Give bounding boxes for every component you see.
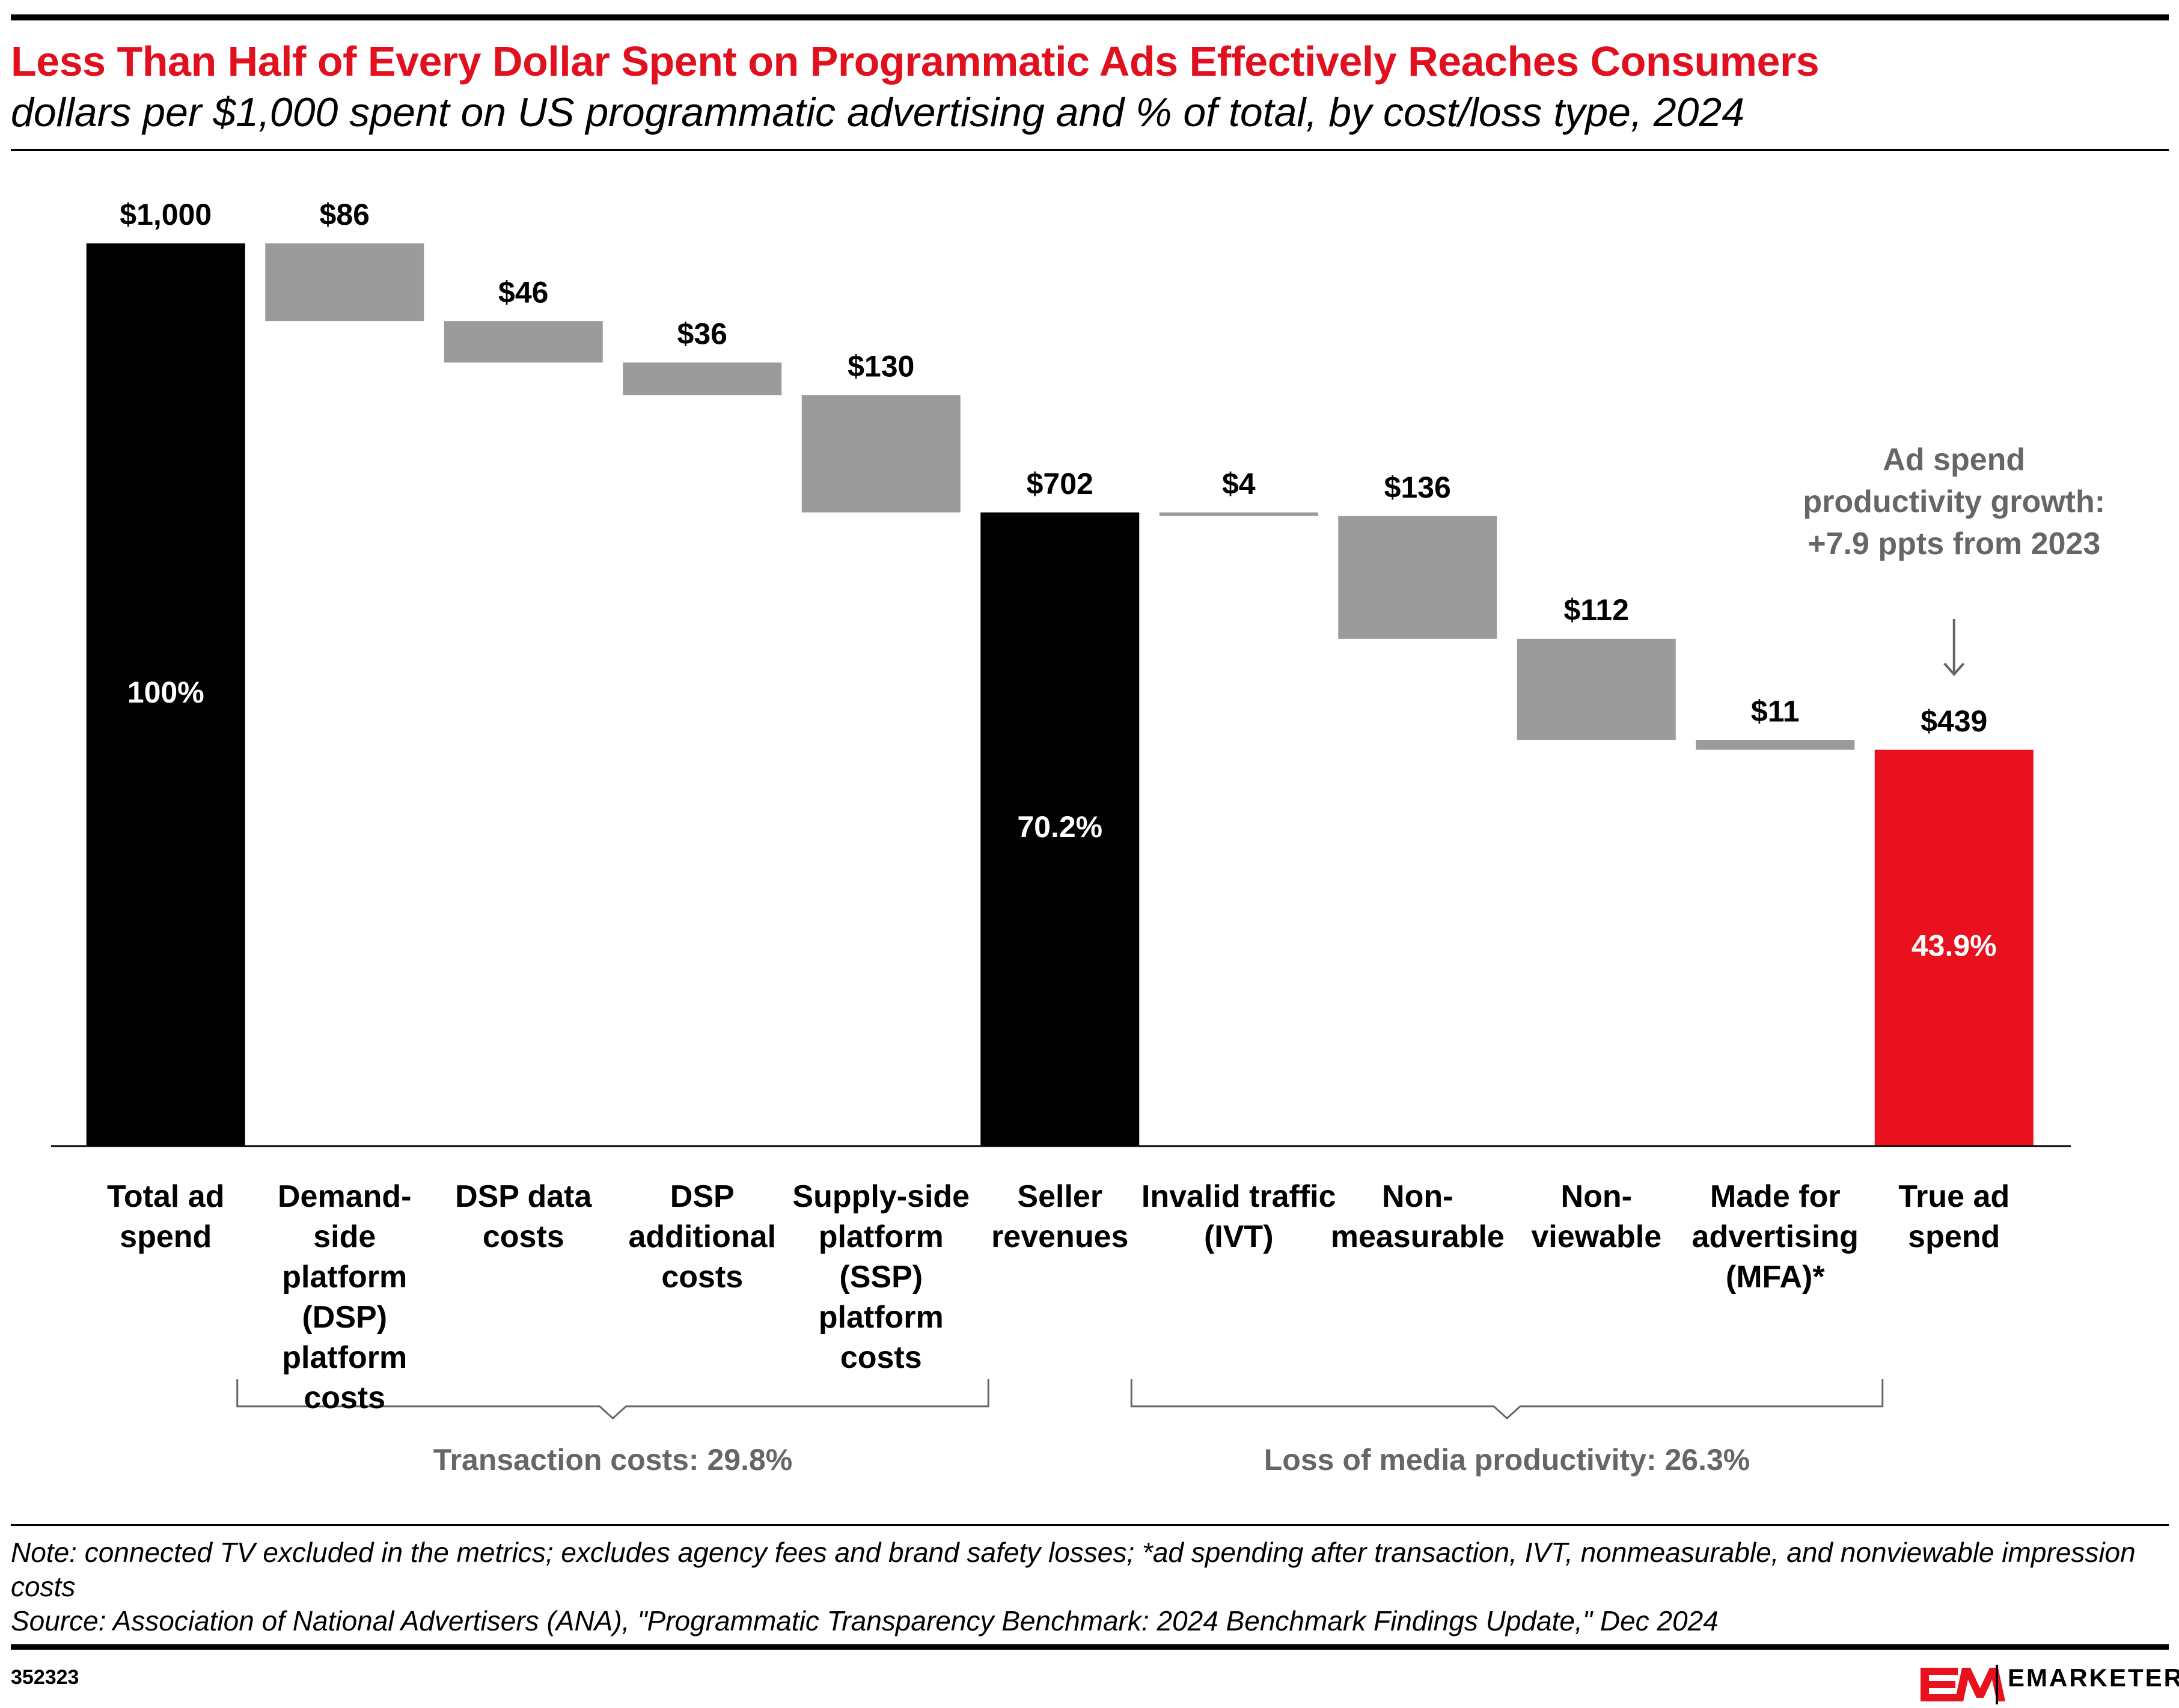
bar xyxy=(265,243,424,322)
bar xyxy=(444,321,603,363)
logo xyxy=(1921,1665,2005,1704)
chart-title: Less Than Half of Every Dollar Spent on … xyxy=(11,38,1820,85)
annotation: Ad spend productivity growth: +7.9 ppts … xyxy=(1803,442,2106,561)
value-label: $130 xyxy=(848,350,914,383)
top-rule xyxy=(11,14,2169,20)
bar xyxy=(1159,512,1318,516)
share-label: 70.2% xyxy=(1017,810,1102,844)
brand: EMARKETER xyxy=(2008,1664,2179,1692)
x-tick-label: Supply-side platform (SSP) platform cost… xyxy=(792,1179,970,1375)
group-bracket xyxy=(236,1379,989,1420)
group-label: Loss of media productivity: 26.3% xyxy=(1264,1443,1750,1477)
footer-rule xyxy=(11,1524,2169,1526)
bottom-rule xyxy=(11,1644,2169,1650)
chart-subtitle: dollars per $1,000 spent on US programma… xyxy=(11,90,1745,135)
x-tick-label: Non-viewable xyxy=(1531,1179,1662,1254)
value-label: $1,000 xyxy=(120,198,212,231)
value-label: $86 xyxy=(320,198,370,231)
bar xyxy=(1874,749,2034,1146)
bar xyxy=(623,362,782,395)
bar xyxy=(1338,516,1497,639)
source: Source: Association of National Advertis… xyxy=(11,1605,1719,1636)
bar xyxy=(980,512,1140,1147)
value-label: $439 xyxy=(1921,704,1987,738)
bar xyxy=(801,395,961,513)
group-label: Transaction costs: 29.8% xyxy=(433,1443,793,1477)
bar xyxy=(1517,638,1676,740)
x-tick-label: Total ad spend xyxy=(107,1179,225,1254)
share-label: 43.9% xyxy=(1912,929,1997,963)
bar xyxy=(86,243,245,1146)
x-tick-label: Invalid traffic (IVT) xyxy=(1141,1179,1336,1254)
value-label: $702 xyxy=(1027,467,1093,501)
x-tick-label: Demand-side platform (DSP) platform cost… xyxy=(278,1179,412,1415)
group-bracket xyxy=(1130,1379,1884,1420)
x-tick-label: DSP additional costs xyxy=(628,1179,777,1295)
annotation-arrow xyxy=(1943,619,1965,677)
note: Note: connected TV excluded in the metri… xyxy=(11,1537,2136,1602)
chart-id: 352323 xyxy=(11,1666,79,1689)
value-label: $112 xyxy=(1564,593,1629,627)
x-tick-label: True ad spend xyxy=(1898,1179,2010,1254)
value-label: $136 xyxy=(1384,471,1451,504)
x-tick-label: Seller revenues xyxy=(991,1179,1129,1254)
value-label: $11 xyxy=(1751,694,1800,728)
value-label: $36 xyxy=(677,317,727,350)
x-tick-label: DSP data costs xyxy=(455,1179,592,1254)
value-label: $46 xyxy=(498,275,548,309)
x-tick-label: Non-measurable xyxy=(1330,1179,1505,1254)
share-label: 100% xyxy=(127,676,204,709)
value-label: $4 xyxy=(1222,467,1256,501)
bar xyxy=(1696,740,1855,750)
x-tick-label: Made for advertising (MFA)* xyxy=(1692,1179,1859,1295)
header-rule xyxy=(11,149,2169,151)
